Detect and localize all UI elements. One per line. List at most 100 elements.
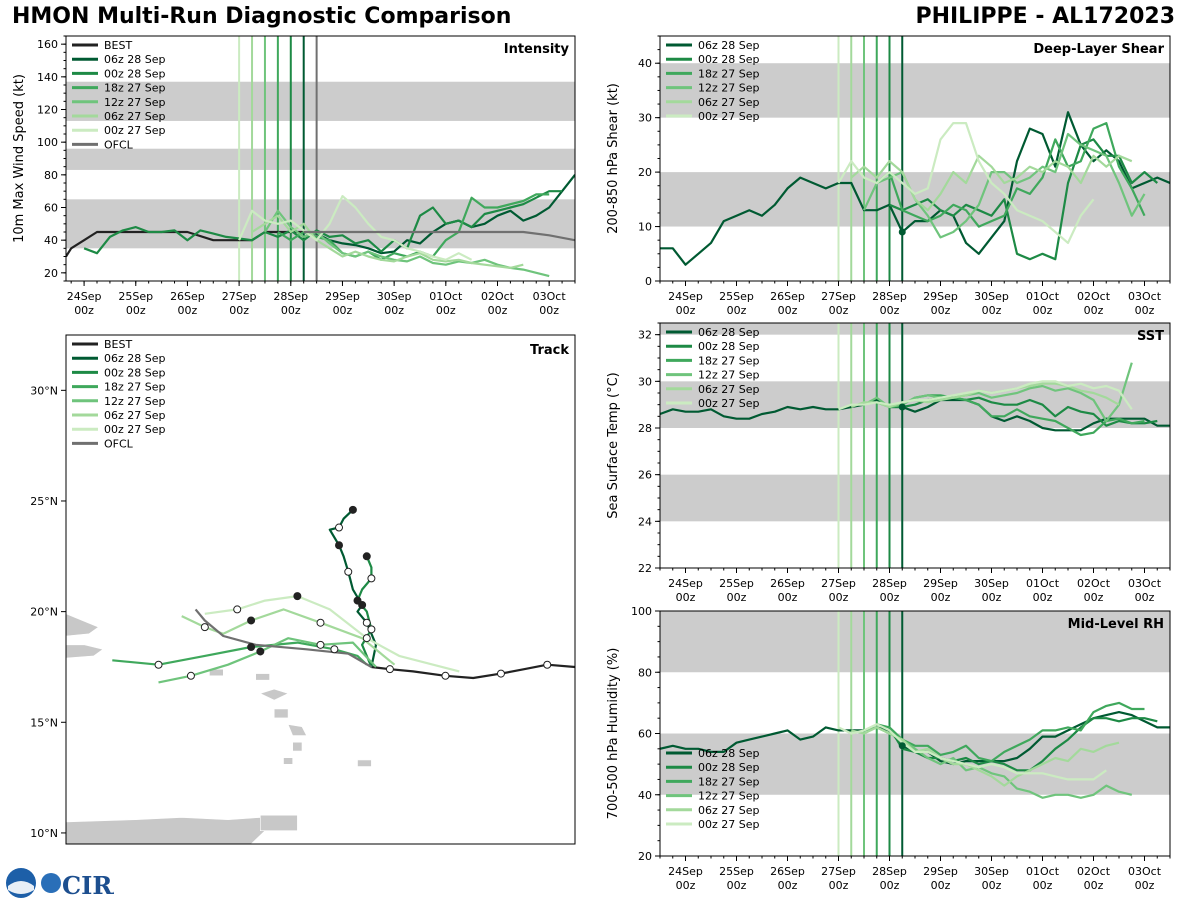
forecast-point-00z-28-sep [362, 552, 371, 561]
threshold-band-1 [660, 611, 1170, 673]
panel-title-intensity: Intensity [504, 42, 570, 57]
x-tick-label: 02Oct [1077, 290, 1111, 303]
x-tick-label: 00z [436, 304, 456, 317]
best-track-point [385, 665, 394, 674]
legend-label-06z-28-sep: 06z 28 Sep [698, 747, 760, 760]
x-tick-label: 03Oct [1128, 577, 1162, 590]
legend-label-00z-27-sep: 00z 27 Sep [698, 110, 760, 123]
forecast-point-06z-27-sep [200, 623, 209, 632]
y-tick-label: 10 [638, 221, 652, 234]
best-track-point [496, 669, 505, 678]
x-tick-label: 00z [829, 879, 849, 892]
legend-label-00z-28-sep: 00z 28 Sep [698, 53, 760, 66]
x-tick-label: 00z [880, 304, 900, 317]
legend-label-18z-27-sep: 18z 27 Sep [698, 354, 760, 367]
track-ofcl [194, 608, 372, 668]
y-tick-label: 120 [37, 104, 58, 117]
best-track-point [543, 660, 552, 669]
legend-label-12z-27-sep: 12z 27 Sep [698, 369, 760, 382]
x-tick-label: 00z [488, 304, 508, 317]
chart-rh: 2040608010024Sep00z25Sep00z26Sep00z27Sep… [606, 605, 1171, 892]
legend-label-06z-28-sep: 06z 28 Sep [104, 352, 166, 365]
legend-label-00z-27-sep: 00z 27 Sep [698, 397, 760, 410]
forecast-point-18z-27-sep [154, 660, 163, 669]
x-tick-label: 00z [727, 879, 747, 892]
y-tick-label: 40 [638, 789, 652, 802]
nesdis-emblem-icon [41, 873, 61, 893]
x-tick-label: 24Sep [668, 290, 703, 303]
legend-label-06z-27-sep: 06z 27 Sep [698, 804, 760, 817]
legend-label-00z-28-sep: 00z 28 Sep [104, 366, 166, 379]
plot-area-intensity [66, 36, 575, 281]
x-tick-label: 00z [126, 304, 146, 317]
series-00z-27-sep [238, 195, 473, 261]
y-tick-label: 100 [631, 605, 652, 618]
landmass-11 [255, 673, 270, 681]
forecast-point-00z-28-sep [353, 596, 362, 605]
legend-label-06z-28-sep: 06z 28 Sep [104, 53, 166, 66]
landmass-7 [292, 741, 303, 752]
landmass-5 [273, 708, 289, 719]
y-axis-label-shear: 200-850 hPa Shear (kt) [606, 83, 621, 234]
x-tick-label: 00z [931, 879, 951, 892]
x-tick-label: 00z [333, 304, 353, 317]
x-tick-label: 30Sep [377, 290, 412, 303]
forecast-point-18z-27-sep [330, 645, 339, 654]
x-tick-label: 26Sep [770, 577, 805, 590]
x-tick-label: 26Sep [770, 865, 805, 878]
legend-label-12z-27-sep: 12z 27 Sep [104, 96, 166, 109]
x-tick-label: 00z [676, 304, 696, 317]
forecast-point-06z-27-sep [247, 616, 256, 625]
legend-label-18z-27-sep: 18z 27 Sep [104, 82, 166, 95]
series-06z-27-sep [251, 214, 524, 269]
y-tick-label: 24 [638, 515, 652, 528]
x-tick-label: 00z [676, 591, 696, 604]
current-point [898, 403, 906, 411]
lat-tick-label: 30°N [30, 384, 58, 397]
plot-area-rh [660, 611, 1170, 856]
forecast-point-00z-28-sep [367, 574, 376, 583]
chart-sst: 22242628303224Sep00z25Sep00z26Sep00z27Se… [606, 322, 1171, 604]
legend-label-12z-27-sep: 12z 27 Sep [698, 82, 760, 95]
x-tick-label: 00z [931, 591, 951, 604]
legend-label-best: BEST [104, 338, 132, 351]
landmass-2 [66, 817, 271, 844]
current-point [898, 228, 906, 236]
y-tick-label: 100 [37, 136, 58, 149]
forecast-point-06z-28-sep [335, 523, 344, 532]
series-00z-28-sep [888, 717, 1158, 772]
x-tick-label: 00z [1033, 591, 1053, 604]
x-tick-label: 00z [1084, 304, 1104, 317]
forecast-point-12z-27-sep [186, 671, 195, 680]
x-tick-label: 30Sep [974, 577, 1009, 590]
y-tick-label: 20 [638, 850, 652, 863]
current-point [898, 742, 906, 750]
x-tick-label: 01Oct [429, 290, 463, 303]
series-best [66, 230, 304, 258]
panel-title-track: Track [530, 343, 569, 358]
x-tick-label: 01Oct [1026, 865, 1060, 878]
x-tick-label: 27Sep [222, 290, 257, 303]
y-tick-label: 30 [638, 112, 652, 125]
x-tick-label: 02Oct [481, 290, 515, 303]
threshold-band-0 [660, 733, 1170, 795]
x-tick-label: 00z [982, 879, 1002, 892]
legend-label-00z-27-sep: 00z 27 Sep [698, 818, 760, 831]
x-tick-label: 02Oct [1077, 577, 1111, 590]
legend-label-06z-27-sep: 06z 27 Sep [698, 96, 760, 109]
series-06z-28-sep [660, 398, 1170, 432]
x-tick-label: 00z [778, 591, 798, 604]
best-track-point [441, 671, 450, 680]
panel-title-sst: SST [1137, 329, 1164, 344]
x-tick-label: 01Oct [1026, 290, 1060, 303]
x-tick-label: 25Sep [719, 290, 754, 303]
x-tick-label: 00z [727, 591, 747, 604]
forecast-point-00z-27-sep [233, 605, 242, 614]
cira-logo-text: CIRA [62, 871, 114, 900]
storm-id-title: PHILIPPE - AL172023 [915, 4, 1175, 29]
series-00z-27-sep [838, 723, 1107, 781]
x-tick-label: 25Sep [719, 577, 754, 590]
